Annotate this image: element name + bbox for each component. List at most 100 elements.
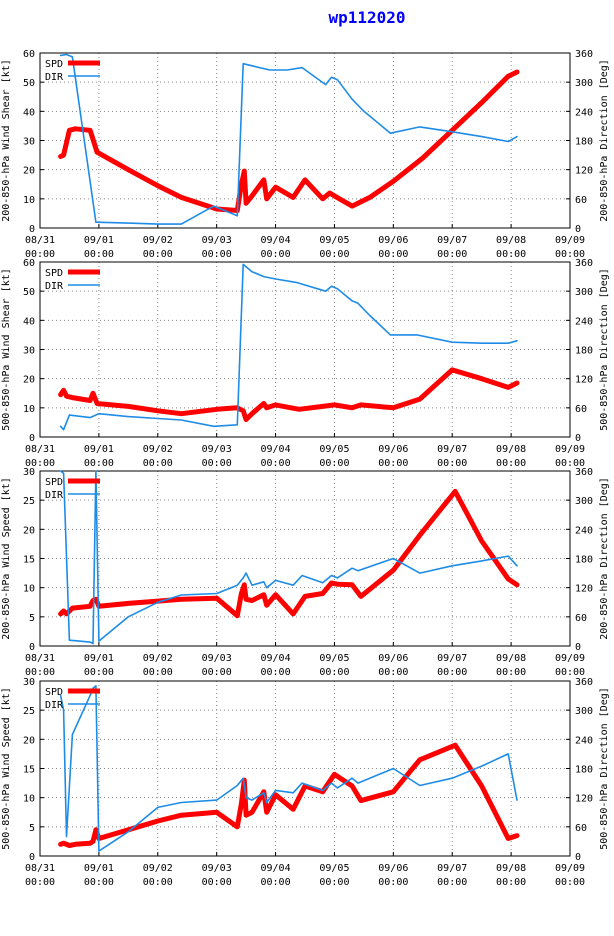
x-tick-label-date: 09/07 [437, 863, 467, 874]
x-tick-label-time: 00:00 [25, 249, 55, 260]
y2-tick-label: 60 [575, 613, 587, 624]
y2-tick-label: 180 [575, 555, 593, 566]
y2-tick-label: 300 [575, 287, 593, 298]
legend-dir-label: DIR [45, 490, 64, 501]
page-title: wp112020 [328, 8, 406, 27]
y-tick-label: 20 [23, 735, 35, 746]
x-tick-label-date: 09/08 [496, 863, 526, 874]
legend-spd-label: SPD [45, 687, 63, 698]
y-tick-label: 30 [23, 346, 35, 357]
x-tick-label-time: 00:00 [84, 877, 114, 888]
x-tick-label-date: 09/08 [496, 444, 526, 455]
x-tick-label-time: 00:00 [261, 667, 291, 678]
x-tick-label-time: 00:00 [261, 458, 291, 469]
y-tick-label: 0 [29, 852, 35, 863]
y2-tick-label: 300 [575, 78, 593, 89]
x-tick-label-date: 09/02 [143, 444, 173, 455]
x-tick-label-date: 09/04 [261, 653, 291, 664]
y-tick-label: 40 [23, 316, 35, 327]
y-tick-label: 15 [23, 765, 35, 776]
x-tick-label-time: 00:00 [202, 877, 232, 888]
y-tick-label: 10 [23, 584, 35, 595]
x-tick-label-time: 00:00 [555, 249, 585, 260]
y2-tick-label: 120 [575, 794, 593, 805]
x-tick-label-time: 00:00 [555, 667, 585, 678]
x-tick-label-date: 09/01 [84, 653, 114, 664]
x-tick-label-time: 00:00 [378, 249, 408, 260]
x-tick-label-time: 00:00 [84, 458, 114, 469]
y2-tick-label: 0 [575, 433, 581, 444]
legend-spd-label: SPD [45, 477, 63, 488]
dir-series-line [59, 685, 518, 852]
y2-tick-label: 180 [575, 137, 593, 148]
x-tick-label-time: 00:00 [437, 458, 467, 469]
x-tick-label-date: 09/08 [496, 653, 526, 664]
spd-series-line [58, 367, 520, 422]
x-tick-label-time: 00:00 [84, 667, 114, 678]
x-tick-label-date: 09/04 [261, 863, 291, 874]
x-tick-label-date: 09/03 [202, 863, 232, 874]
y2-tick-label: 0 [575, 642, 581, 653]
y-tick-label: 40 [23, 107, 35, 118]
y-tick-label: 20 [23, 375, 35, 386]
y2-tick-label: 180 [575, 346, 593, 357]
x-tick-label-date: 09/07 [437, 235, 467, 246]
x-tick-label-date: 09/07 [437, 444, 467, 455]
y2-tick-label: 60 [575, 195, 587, 206]
y-tick-label: 50 [23, 287, 35, 298]
x-tick-label-time: 00:00 [496, 249, 526, 260]
x-tick-label-time: 00:00 [25, 458, 55, 469]
x-tick-label-date: 09/05 [319, 235, 349, 246]
legend-dir-label: DIR [45, 72, 64, 83]
y-tick-label: 25 [23, 496, 35, 507]
y-tick-label: 0 [29, 642, 35, 653]
x-tick-label-time: 00:00 [143, 458, 173, 469]
y2-tick-label: 0 [575, 852, 581, 863]
x-tick-label-date: 09/06 [378, 235, 408, 246]
y-tick-label: 20 [23, 166, 35, 177]
y2-axis-label: 500-850-hPa Direction [Deg] [599, 268, 610, 431]
y-axis-label: 200-850-hPa Wind Shear [kt] [1, 59, 12, 222]
y2-axis-label: 200-850-hPa Direction [Deg] [599, 59, 610, 222]
x-tick-label-time: 00:00 [496, 458, 526, 469]
y2-tick-label: 240 [575, 735, 593, 746]
x-tick-label-date: 09/05 [319, 863, 349, 874]
plot-frame [39, 261, 571, 438]
x-tick-label-date: 09/01 [84, 235, 114, 246]
x-tick-label-date: 09/09 [555, 235, 585, 246]
y-tick-label: 60 [23, 49, 35, 60]
y2-tick-label: 0 [575, 224, 581, 235]
x-tick-label-date: 09/01 [84, 444, 114, 455]
x-tick-label-time: 00:00 [437, 667, 467, 678]
x-tick-label-date: 09/03 [202, 444, 232, 455]
plot-frame [39, 470, 571, 647]
x-tick-label-date: 09/07 [437, 653, 467, 664]
x-tick-label-time: 00:00 [202, 667, 232, 678]
x-tick-label-time: 00:00 [143, 877, 173, 888]
legend-spd-label: SPD [45, 59, 63, 70]
x-tick-label-time: 00:00 [143, 667, 173, 678]
y-axis-label: 500-850-hPa Wind Speed [kt] [1, 687, 12, 850]
x-tick-label-time: 00:00 [25, 667, 55, 678]
spd-series-line [58, 488, 520, 619]
y-tick-label: 50 [23, 78, 35, 89]
chart-panel-2: 08/31 00:00 09/01 00:00 09/02 00:00 09/03 00:00… [1, 258, 610, 469]
x-tick-label-date: 09/09 [555, 444, 585, 455]
legend-dir-label: DIR [45, 700, 64, 711]
chart-panel-1: 08/31 00:00 09/01 00:00 09/02 00:00 09/03 00:00… [1, 49, 610, 260]
y2-tick-label: 300 [575, 706, 593, 717]
x-tick-label-time: 00:00 [496, 667, 526, 678]
y-tick-label: 10 [23, 794, 35, 805]
x-tick-label-date: 09/03 [202, 235, 232, 246]
x-tick-label-date: 08/31 [25, 653, 55, 664]
y-tick-label: 20 [23, 525, 35, 536]
x-tick-label-time: 00:00 [555, 877, 585, 888]
x-tick-label-time: 00:00 [555, 458, 585, 469]
plot-frame [39, 680, 571, 857]
y2-tick-label: 300 [575, 496, 593, 507]
x-tick-label-time: 00:00 [319, 249, 349, 260]
x-tick-label-date: 09/04 [261, 444, 291, 455]
y-axis-label: 500-850-hPa Wind Shear [kt] [1, 268, 12, 431]
y-tick-label: 0 [29, 224, 35, 235]
x-tick-label-time: 00:00 [378, 458, 408, 469]
